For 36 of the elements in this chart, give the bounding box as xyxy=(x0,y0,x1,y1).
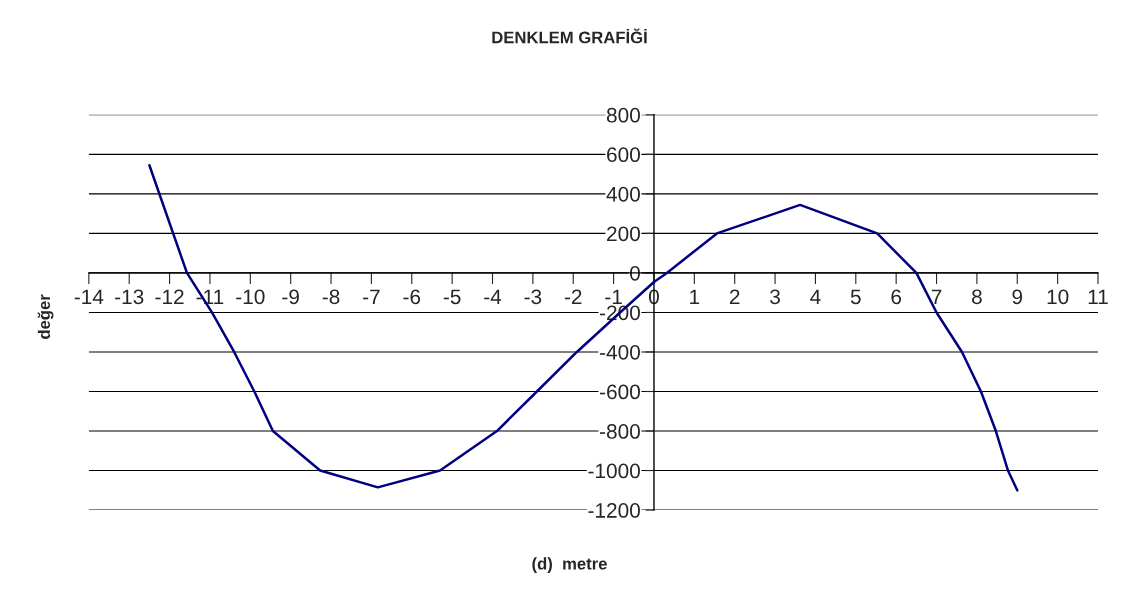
y-tick-label: 600 xyxy=(607,147,640,163)
x-tick-label: -8 xyxy=(322,289,340,305)
x-tick-label: 4 xyxy=(810,289,821,304)
x-tick-label: 11 xyxy=(1088,289,1108,304)
x-tick-label: -12 xyxy=(155,289,184,304)
x-tick-label: -1 xyxy=(605,289,622,304)
y-tick-label: -800 xyxy=(600,424,640,439)
x-tick-label: 9 xyxy=(1012,289,1023,305)
y-tick-label: 400 xyxy=(606,186,640,202)
y-tick-label: -1200 xyxy=(588,503,640,518)
chart-title: DENKLEM GRAFİĞİ xyxy=(492,28,647,44)
x-tick-label: 1 xyxy=(690,289,700,304)
y-tick-label: -600 xyxy=(600,384,640,400)
x-tick-label: 2 xyxy=(729,289,740,304)
y-tick-label: 200 xyxy=(607,226,640,242)
y-tick-label: -1000 xyxy=(588,463,640,479)
x-tick-label: -10 xyxy=(236,289,265,305)
x-tick-label: 3 xyxy=(770,289,780,305)
x-tick-label: -4 xyxy=(484,289,502,304)
x-tick-label: -9 xyxy=(282,289,299,305)
x-tick-label: 5 xyxy=(850,289,861,305)
x-tick-label: -13 xyxy=(115,289,144,305)
x-tick-label: 10 xyxy=(1047,289,1069,305)
x-tick-label: -2 xyxy=(564,289,582,304)
x-tick-label: -6 xyxy=(403,289,421,305)
y-axis-title: değer xyxy=(37,294,54,339)
x-tick-label: 7 xyxy=(931,289,942,304)
y-tick-label: -400 xyxy=(600,344,640,360)
x-tick-label: -14 xyxy=(74,289,104,304)
x-tick-label: 8 xyxy=(972,289,982,305)
x-tick-label: -3 xyxy=(524,289,542,305)
x-tick-label: -7 xyxy=(363,289,380,304)
x-axis-title: (d) metre xyxy=(532,557,607,573)
y-tick-label: 800 xyxy=(606,107,640,123)
x-tick-label: -5 xyxy=(443,289,461,305)
x-tick-label: 6 xyxy=(891,289,902,305)
